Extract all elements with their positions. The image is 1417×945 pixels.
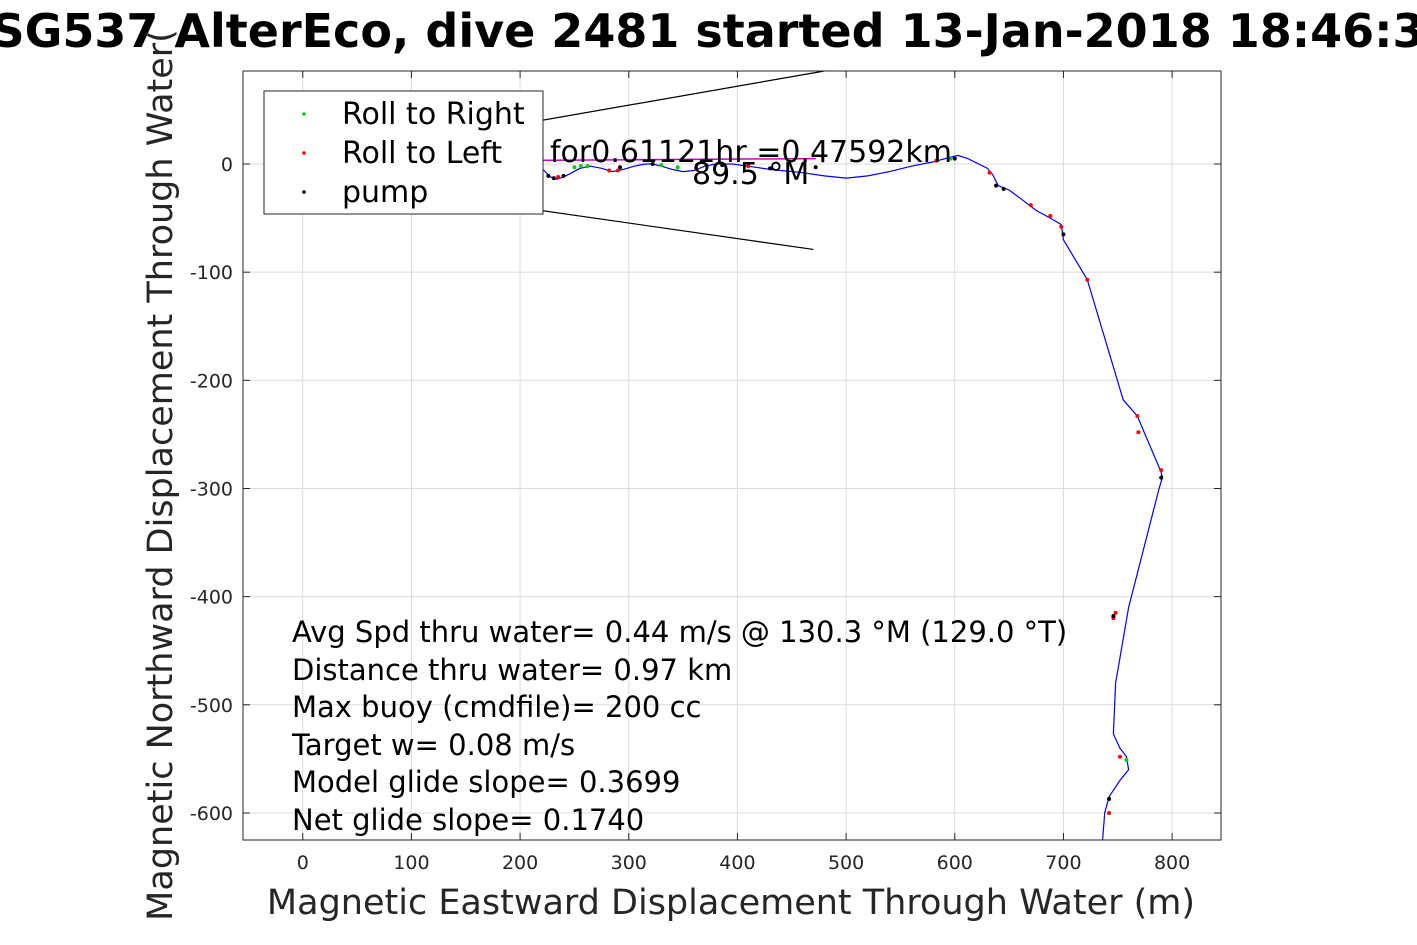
y-tick-label: -200: [190, 370, 233, 392]
pump-point: [1061, 232, 1066, 237]
stat-net-glide: Net glide slope= 0.1740: [292, 803, 644, 837]
pump-point: [994, 183, 999, 188]
roll-left-point: [1159, 468, 1164, 473]
stat-model-glide: Model glide slope= 0.3699: [292, 765, 680, 799]
roll-right-point: [675, 165, 680, 170]
roll-left-point: [1107, 810, 1112, 815]
roll-left-point: [1059, 224, 1064, 229]
plot-area: 0 100 200 300 400 500 600 700 800 0 -100 -200 -300 -4…: [190, 70, 1222, 874]
legend: Roll to Right Roll to Left pump: [263, 90, 544, 215]
roll-left-point: [1048, 213, 1053, 218]
chart-title: SG537 AlterEco, dive 2481 started 13-Jan…: [0, 4, 1417, 58]
y-tick-label: -600: [190, 803, 233, 825]
pump-point: [546, 173, 551, 178]
roll-left-point: [1135, 414, 1140, 419]
x-tick-label: 100: [393, 852, 429, 874]
pump-point: [551, 176, 556, 181]
x-tick-label: 600: [937, 852, 973, 874]
roll-left-point: [694, 166, 699, 171]
roll-left-point: [1085, 277, 1090, 282]
stat-distance: Distance thru water= 0.97 km: [292, 653, 732, 687]
pump-point: [952, 156, 957, 161]
pump-point: [813, 165, 818, 170]
pump-point: [1107, 796, 1112, 801]
roll-left-point: [987, 170, 992, 175]
heading-label: 89.5 °M: [692, 157, 809, 192]
pump-point: [1001, 186, 1006, 191]
x-tick-label: 200: [502, 852, 538, 874]
track: [291, 154, 1163, 841]
roll-right-point: [1124, 757, 1129, 762]
y-tick-label: -300: [190, 478, 233, 500]
stats-block: Avg Spd thru water= 0.44 m/s @ 130.3 °M …: [291, 615, 1067, 837]
stat-avg-speed: Avg Spd thru water= 0.44 m/s @ 130.3 °M …: [292, 615, 1067, 649]
legend-marker-roll-right: [302, 112, 306, 116]
roll-right-point: [585, 164, 590, 169]
plot-frame: [242, 70, 1222, 841]
y-tick-label: -100: [190, 262, 233, 284]
roll-right-point: [572, 165, 577, 170]
roll-left-point: [1117, 754, 1122, 759]
roll-right-point: [578, 164, 583, 169]
roll-left-point: [746, 164, 751, 169]
annotation-heading: 89.5 °M: [692, 157, 809, 192]
markers: [546, 156, 1164, 815]
roll-left-point: [607, 168, 612, 173]
x-tick-label: 500: [828, 852, 864, 874]
pump-point: [1111, 614, 1116, 619]
roll-right-point: [659, 163, 664, 168]
legend-marker-pump: [302, 190, 306, 194]
roll-left-point: [615, 168, 620, 173]
y-tick-label: -400: [190, 587, 233, 609]
pump-point: [720, 163, 725, 168]
x-tick-label: 700: [1045, 852, 1081, 874]
y-tick-label: -500: [190, 695, 233, 717]
pump-point: [650, 162, 655, 167]
ticks: 0 100 200 300 400 500 600 700 800 0 -100 -200 -300 -4…: [190, 71, 1221, 874]
x-tick-label: 400: [719, 852, 755, 874]
distance-label: for0.61121hr =0.47592km: [550, 135, 952, 170]
roll-left-point: [1136, 430, 1141, 435]
legend-marker-roll-left: [302, 151, 306, 155]
track-line: [291, 154, 1163, 841]
stat-max-buoy: Max buoy (cmdfile)= 200 cc: [292, 690, 701, 724]
roll-left-point: [934, 158, 939, 163]
roll-left-point: [1113, 610, 1118, 615]
x-tick-label: 800: [1154, 852, 1190, 874]
legend-label-roll-right: Roll to Right: [342, 97, 525, 132]
roll-left-point: [556, 174, 561, 179]
legend-box: [263, 90, 544, 215]
y-axis-label: Magnetic Northward Displacement Through …: [141, 29, 181, 921]
pump-point: [618, 165, 623, 170]
legend-label-roll-left: Roll to Left: [342, 136, 502, 171]
roll-right-point: [948, 156, 953, 161]
pump-point: [1159, 475, 1164, 480]
pump-point: [561, 173, 566, 178]
roll-left-point: [1028, 203, 1033, 208]
y-tick-label: 0: [221, 154, 233, 176]
pump-point: [768, 166, 773, 171]
x-tick-label: 0: [297, 852, 309, 874]
legend-label-pump: pump: [342, 175, 428, 210]
annotation-distance: for0.61121hr =0.47592km: [550, 135, 952, 170]
x-axis-label: Magnetic Eastward Displacement Through W…: [267, 883, 1195, 923]
stat-target-w: Target w= 0.08 m/s: [291, 728, 575, 762]
x-tick-label: 300: [611, 852, 647, 874]
